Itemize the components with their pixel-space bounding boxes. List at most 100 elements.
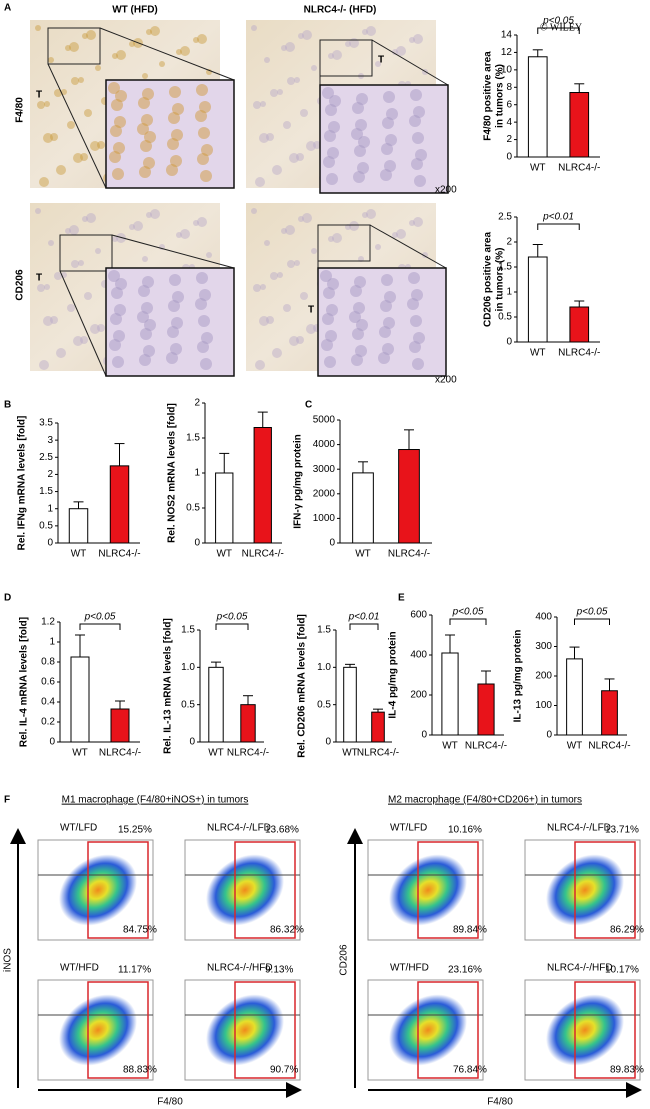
y-tick-label: 1.5 bbox=[181, 625, 195, 636]
zoom-box bbox=[59, 234, 113, 272]
cell-stain bbox=[313, 141, 321, 149]
significance-bracket bbox=[215, 623, 249, 630]
cell-stain bbox=[67, 121, 75, 129]
cell bbox=[171, 317, 183, 329]
cell bbox=[139, 166, 151, 178]
flow-title: M1 macrophage (F4/80+iNOS+) in tumors bbox=[62, 795, 249, 806]
cell bbox=[168, 300, 180, 312]
cell bbox=[409, 115, 421, 127]
y-tick-label: 0.6 bbox=[41, 677, 55, 688]
gate bbox=[417, 841, 479, 939]
cell bbox=[196, 272, 208, 284]
y-tick-label: 1.5 bbox=[39, 486, 53, 497]
cell bbox=[327, 147, 339, 159]
cell-stain bbox=[90, 324, 100, 334]
flow-label: WT/HFD bbox=[390, 963, 429, 974]
cell-stain bbox=[56, 348, 66, 358]
cell-stain bbox=[298, 216, 304, 222]
cell-stain bbox=[413, 34, 423, 44]
cell-stain bbox=[95, 248, 101, 254]
cell-stain bbox=[35, 208, 41, 214]
cell-stain bbox=[80, 153, 88, 161]
y-tick-label: 0.4 bbox=[41, 697, 55, 708]
cell-stain bbox=[349, 221, 359, 231]
x-tick-label: NLRC4-/- bbox=[227, 748, 269, 759]
zoom-box bbox=[317, 224, 371, 262]
cell-stain bbox=[283, 304, 291, 312]
cell-stain bbox=[82, 33, 88, 39]
cell-stain bbox=[328, 236, 334, 242]
cell-stain bbox=[396, 46, 406, 56]
y-tick-label: 400 bbox=[535, 612, 552, 623]
cell-stain bbox=[197, 34, 207, 44]
cell bbox=[139, 354, 151, 366]
cell-stain bbox=[289, 336, 299, 346]
cell bbox=[328, 121, 340, 133]
cell-stain bbox=[396, 229, 406, 239]
gate bbox=[87, 981, 149, 1079]
cell-stain bbox=[150, 209, 160, 219]
cell-stain bbox=[176, 49, 182, 55]
cell-stain bbox=[253, 284, 261, 292]
flow-x-label: F4/80 bbox=[487, 1097, 513, 1108]
cell bbox=[195, 110, 207, 122]
cell bbox=[199, 101, 211, 113]
y-tick-label: 1 bbox=[194, 468, 200, 479]
bar bbox=[253, 427, 272, 544]
cell bbox=[320, 270, 332, 282]
cell-stain bbox=[129, 224, 135, 230]
cell bbox=[379, 326, 391, 338]
cell-stain bbox=[69, 42, 79, 52]
cell bbox=[380, 300, 392, 312]
cell-stain bbox=[73, 153, 83, 163]
cell-stain bbox=[251, 25, 257, 31]
cell-stain bbox=[277, 89, 283, 95]
panel-label: B bbox=[4, 400, 11, 411]
y-tick-label: 2 bbox=[194, 398, 200, 409]
y-tick-label: 6 bbox=[506, 99, 512, 110]
bar bbox=[569, 92, 590, 158]
cell-stain bbox=[50, 316, 58, 324]
cell-stain bbox=[296, 153, 304, 161]
y-axis-label: in tumors (%) bbox=[495, 248, 506, 312]
cell-stain bbox=[112, 53, 118, 59]
cell-stain bbox=[54, 89, 62, 97]
cell bbox=[325, 104, 337, 116]
zoom-box bbox=[47, 27, 101, 65]
cell-stain bbox=[142, 256, 148, 262]
significance-bracket bbox=[537, 223, 580, 230]
cell bbox=[356, 319, 368, 331]
bar bbox=[240, 704, 256, 743]
significance-label: p<0.01 bbox=[348, 612, 380, 623]
y-tick-label: 0.8 bbox=[41, 657, 55, 668]
bar bbox=[343, 666, 357, 743]
flow-cloud bbox=[206, 994, 284, 1066]
cell bbox=[172, 103, 184, 115]
y-tick-label: 0 bbox=[329, 538, 335, 549]
y-tick-label: 2 bbox=[47, 469, 53, 480]
cell bbox=[113, 330, 125, 342]
y-tick-label: 2000 bbox=[313, 488, 336, 499]
significance-label: p<0.05 bbox=[216, 612, 248, 623]
x-tick-label: WT bbox=[208, 748, 224, 759]
flow-y-label: CD206 bbox=[339, 944, 350, 976]
bar bbox=[527, 256, 548, 343]
cell bbox=[198, 315, 210, 327]
cell-stain bbox=[35, 25, 41, 31]
gate bbox=[87, 841, 149, 939]
y-tick-label: 12 bbox=[501, 47, 513, 58]
cell bbox=[329, 95, 341, 107]
cell-stain bbox=[90, 141, 100, 151]
cell bbox=[143, 345, 155, 357]
cell bbox=[195, 298, 207, 310]
cell bbox=[327, 278, 339, 290]
cell bbox=[112, 168, 124, 180]
y-tick-label: 1 bbox=[49, 637, 55, 648]
cell bbox=[144, 131, 156, 143]
cell bbox=[140, 140, 152, 152]
cell bbox=[111, 287, 123, 299]
cell bbox=[142, 276, 154, 288]
cell-stain bbox=[86, 213, 96, 223]
cell bbox=[382, 117, 394, 129]
flow-label: WT/HFD bbox=[60, 963, 99, 974]
